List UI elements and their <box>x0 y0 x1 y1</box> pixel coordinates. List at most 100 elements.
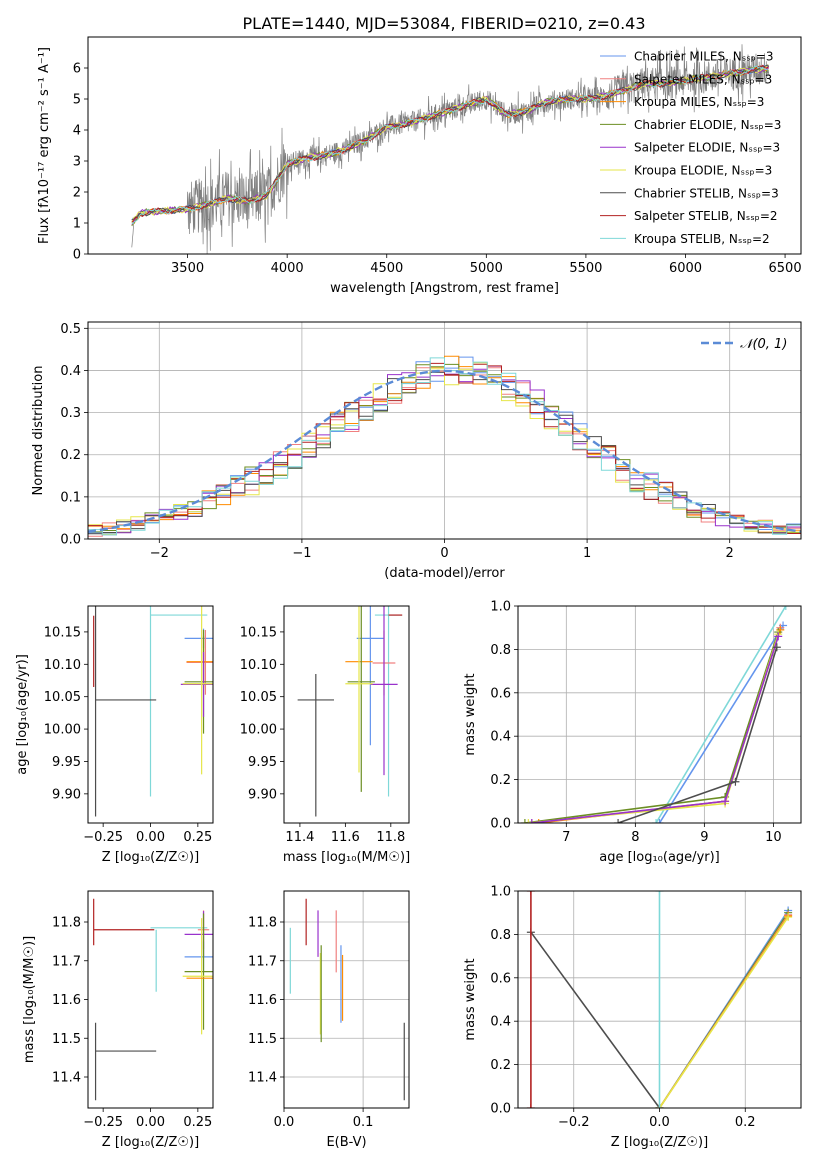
x-tick-label: 0.00 <box>136 830 165 845</box>
y-tick-label: 4 <box>73 124 81 139</box>
mass-weight-marker <box>526 1104 535 1108</box>
y-axis-label: mass weight <box>463 958 478 1040</box>
y-tick-label: 11.5 <box>248 1032 277 1047</box>
y-tick-label: 0.2 <box>490 773 511 788</box>
mass-weight-line <box>658 625 784 823</box>
y-tick-label: 0.0 <box>490 817 511 832</box>
x-tick-label: 0.0 <box>649 1115 670 1130</box>
y-tick-label: 0.6 <box>490 686 511 701</box>
x-axis-label: E(B-V) <box>326 1135 366 1150</box>
y-tick-label: 11.6 <box>248 993 277 1008</box>
x-axis-label: Z [log₁₀(Z/Z☉)] <box>102 1135 199 1150</box>
mass-weight-marker <box>655 1104 664 1108</box>
axes-frame <box>283 890 410 1109</box>
plot-area <box>88 355 801 537</box>
y-tick-label: 10.15 <box>44 625 81 640</box>
x-tick-label: 6500 <box>769 261 802 276</box>
x-tick-label: 3500 <box>171 261 204 276</box>
mass-weight-line <box>524 631 779 823</box>
y-tick-label: 2 <box>73 186 81 201</box>
figure-title: PLATE=1440, MJD=53084, FIBERID=0210, z=0… <box>242 14 645 33</box>
mass-weight-line <box>655 606 787 823</box>
legend-label: Salpeter STELIB, Nₛₛₚ=2 <box>634 209 778 223</box>
mass-weight-line <box>538 629 782 823</box>
x-tick-label: 4000 <box>271 261 304 276</box>
x-axis-label: Z [log₁₀(Z/Z☉)] <box>611 1135 708 1150</box>
legend-label: Kroupa STELIB, Nₛₛₚ=2 <box>634 232 770 246</box>
x-axis-label: mass [log₁₀(M/M☉)] <box>283 850 410 865</box>
x-tick-label: 0.00 <box>136 1115 165 1130</box>
legend-label: 𝒩(0, 1) <box>740 337 787 352</box>
y-tick-label: 11.4 <box>52 1071 81 1086</box>
x-tick-label: 0.0 <box>274 1115 295 1130</box>
y-tick-label: 0.2 <box>490 1058 511 1073</box>
mass-weight-line <box>528 633 779 823</box>
plot-area <box>289 898 405 1101</box>
y-tick-label: 11.6 <box>52 993 81 1008</box>
mass-weight-marker <box>721 797 730 806</box>
axes-frame <box>517 605 802 824</box>
x-tick-label: 11.4 <box>285 830 314 845</box>
y-axis-label: age [log₁₀(age/yr)] <box>15 654 30 775</box>
mass-weight-marker <box>652 819 661 823</box>
mass-weight-marker <box>526 891 535 895</box>
y-tick-label: 3 <box>73 155 81 170</box>
model-spectrum-line <box>131 65 769 225</box>
y-tick-label: 0.4 <box>490 1015 511 1030</box>
plot-area <box>93 606 213 817</box>
y-tick-label: 5 <box>73 93 81 108</box>
axes-frame <box>87 890 214 1109</box>
residual-histogram-step <box>88 362 801 535</box>
axes-frame <box>87 36 802 255</box>
age-vs-metallicity-panel: −0.25 0.00 0.25 9.90 9.95 10.00 10.05 10.10 10.1… <box>15 605 214 865</box>
x-tick-label: 11.6 <box>331 830 360 845</box>
y-tick-label: 10.05 <box>44 690 81 705</box>
model-spectrum-line <box>131 64 770 221</box>
x-tick-label: 6000 <box>669 261 702 276</box>
y-tick-label: 0.5 <box>60 322 81 337</box>
mass-weight-marker <box>614 819 623 823</box>
x-tick-label: 0.2 <box>735 1115 756 1130</box>
x-axis-label: wavelength [Angstrom, rest frame] <box>330 281 559 296</box>
legend-label: Kroupa MILES, Nₛₛₚ=3 <box>634 95 764 109</box>
axes-frame <box>283 605 410 824</box>
y-tick-label: 0.2 <box>60 448 81 463</box>
residuals-panel: −2 −1 0 1 2 0.0 0.1 0.2 0.3 0.4 0.5 (data-model)/er… <box>31 321 802 581</box>
mass-vs-metallicity-panel: −0.25 0.00 0.25 11.4 11.5 11.6 11.7 11.8 Z [log₁… <box>22 890 214 1150</box>
y-tick-label: 9.95 <box>52 755 81 770</box>
mass-weight-marker <box>527 819 536 823</box>
axes-frame <box>517 890 802 1109</box>
y-tick-label: 0.0 <box>60 533 81 548</box>
x-tick-label: −0.25 <box>83 1115 123 1130</box>
x-tick-label: 10 <box>765 830 782 845</box>
legend-label: Salpeter MILES, Nₛₛₚ=3 <box>634 72 772 86</box>
y-tick-label: 9.90 <box>52 787 81 802</box>
y-axis-label: mass weight <box>463 673 478 755</box>
y-tick-label: 11.5 <box>52 1032 81 1047</box>
plot-area <box>93 898 213 1101</box>
x-tick-label: 11.8 <box>376 830 405 845</box>
mass-weight-marker <box>784 913 793 922</box>
mass-weight-vs-metallicity-panel: −0.2 0.0 0.2 0.0 0.2 0.4 0.6 0.8 1.0 Z [log₁₀(Z/Z… <box>463 885 802 1150</box>
mass-vs-ebv-panel: 0.0 0.1 11.4 11.5 11.6 11.7 11.8 E(B-V) <box>248 890 410 1150</box>
y-tick-label: 10.00 <box>240 723 277 738</box>
y-tick-label: 10.00 <box>44 723 81 738</box>
x-tick-label: 7 <box>562 830 570 845</box>
mass-weight-line <box>531 636 779 823</box>
mass-weight-marker <box>731 777 740 786</box>
y-tick-label: 9.95 <box>248 755 277 770</box>
x-tick-label: 1 <box>583 546 591 561</box>
y-tick-label: 11.7 <box>248 954 277 969</box>
y-tick-label: 0.3 <box>60 406 81 421</box>
y-axis-label: Normed distribution <box>31 366 46 496</box>
model-spectrum-line <box>131 64 769 223</box>
x-axis-label: Z [log₁₀(Z/Z☉)] <box>102 850 199 865</box>
legend-label: Kroupa ELODIE, Nₛₛₚ=3 <box>634 164 772 178</box>
legend-label: Chabrier STELIB, Nₛₛₚ=3 <box>634 186 779 200</box>
plot-area <box>526 891 793 1108</box>
mass-weight-marker <box>520 819 529 823</box>
x-tick-label: −1 <box>292 546 311 561</box>
spectrum-panel: 3500 4000 4500 5000 5500 6000 6500 0 1 2 3 4 5 6 wavel… <box>37 36 802 296</box>
y-tick-label: 0.8 <box>490 928 511 943</box>
plot-area <box>297 606 403 817</box>
